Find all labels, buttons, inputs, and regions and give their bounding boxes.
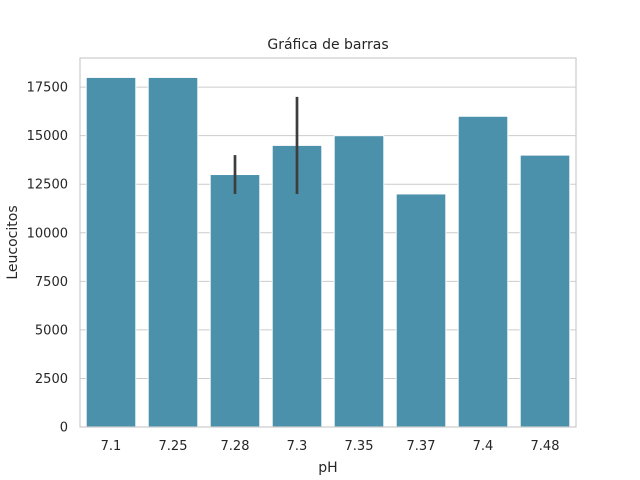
error-bars <box>233 96 299 194</box>
x-axis-label: pH <box>318 460 337 476</box>
y-tick-label: 7500 <box>35 275 68 290</box>
bar-7.1 <box>85 76 137 428</box>
y-tick-label: 0 <box>60 421 68 436</box>
chart-title: Gráfica de barras <box>267 37 388 53</box>
bar-7.28 <box>209 174 261 428</box>
y-tick-label: 15000 <box>27 129 68 144</box>
y-tick-label: 17500 <box>27 81 68 96</box>
bars <box>85 76 571 428</box>
y-tick-label: 12500 <box>27 178 68 193</box>
plot-frame <box>79 57 577 428</box>
y-axis-label: Leucocitos <box>5 205 21 279</box>
y-tick-label: 10000 <box>27 226 68 241</box>
x-tick-label: 7.37 <box>407 439 436 454</box>
bar-7.25 <box>147 76 199 428</box>
bar-7.4 <box>457 115 509 428</box>
x-tick-label: 7.28 <box>221 439 250 454</box>
x-tick-label: 7.3 <box>287 439 308 454</box>
x-tick-label: 7.1 <box>101 439 122 454</box>
bar-7.35 <box>333 135 385 428</box>
bar-7.48 <box>519 154 571 428</box>
y-tick-label: 2500 <box>35 372 68 387</box>
bar-7.37 <box>395 193 447 428</box>
x-tick-label: 7.35 <box>345 439 374 454</box>
y-tick-label: 5000 <box>35 323 68 338</box>
y-tick-labels: 0 2500 5000 7500 10000 12500 15000 17500 <box>27 81 68 436</box>
x-tick-label: 7.48 <box>531 439 560 454</box>
x-tick-label: 7.4 <box>473 439 494 454</box>
x-tick-labels: 7.1 7.25 7.28 7.3 7.35 7.37 7.4 7.48 <box>101 439 560 454</box>
x-tick-label: 7.25 <box>159 439 188 454</box>
